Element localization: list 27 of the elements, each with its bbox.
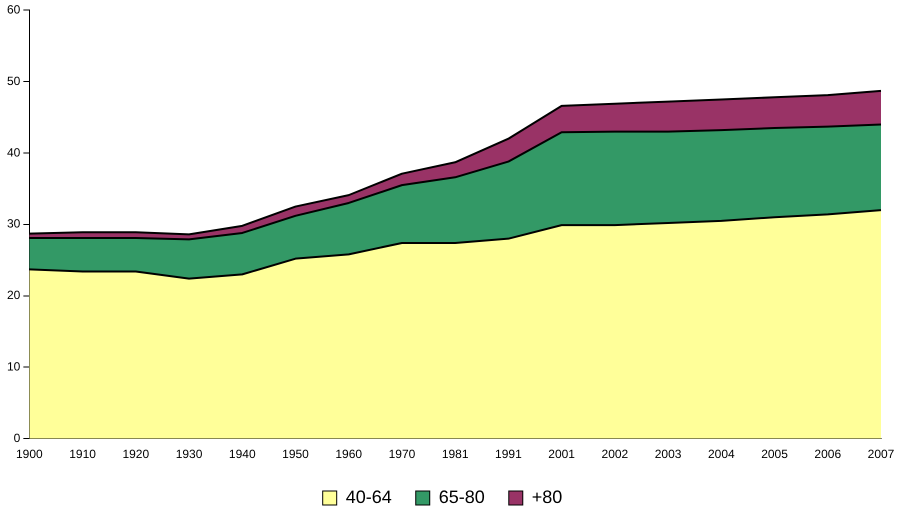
x-tick-label: 2002 [602,447,629,462]
y-tick-label: 60 [6,2,21,17]
x-tick-label: 2001 [548,447,576,462]
y-tick-label: 10 [6,360,21,374]
x-tick-label: 1950 [282,447,310,462]
legend-label: 40-64 [346,486,392,507]
y-tick-label: 30 [6,216,21,231]
x-tick-label: 2006 [814,447,842,462]
y-tick-label: 20 [6,288,21,302]
x-tick-label: 1970 [388,447,416,462]
x-tick-label: 2005 [761,447,788,462]
y-tick-label: 50 [6,74,21,88]
legend-label: 65-80 [438,486,485,507]
x-tick-label: 1940 [228,447,256,462]
x-tick-label: 1981 [442,447,469,462]
y-tick-label: 40 [6,145,21,160]
x-tick-label: 2003 [654,447,682,462]
x-tick-label: 1920 [122,447,150,462]
x-tick-label: 2004 [708,447,735,462]
legend-label: +80 [532,486,562,507]
x-tick-label: 2007 [868,447,895,462]
y-tick-label: 0 [14,430,21,445]
x-tick-label: 1960 [335,447,362,462]
x-tick-label: 1900 [16,447,44,462]
x-tick-label: 1910 [69,447,96,462]
x-tick-label: 1991 [495,447,522,462]
x-tick-label: 1930 [176,447,203,462]
